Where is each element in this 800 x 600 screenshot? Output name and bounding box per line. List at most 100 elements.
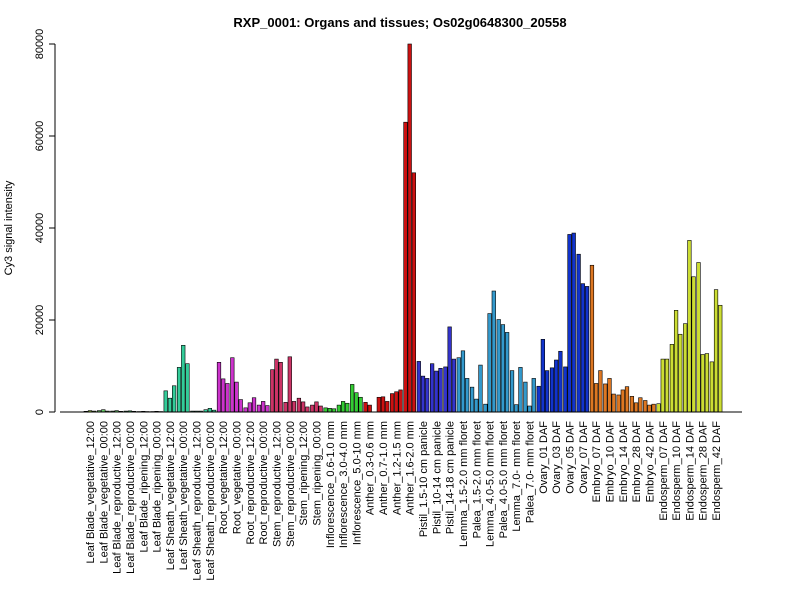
x-tick-label: Leaf Blade_vegetative_00:00 — [98, 421, 110, 564]
bar — [713, 289, 719, 413]
bar — [451, 358, 456, 413]
bar — [544, 370, 550, 413]
bar — [301, 401, 306, 413]
x-tick-label: Leaf Blade_reproductive_00:00 — [125, 421, 137, 574]
bar — [225, 383, 230, 413]
bar — [181, 344, 186, 413]
bar — [683, 323, 688, 413]
x-tick-label: Pistil_1.5-10 cm panicle — [418, 421, 430, 537]
x-tick-label: Anther_1.2-1.5 mm — [391, 421, 403, 515]
bar — [514, 404, 519, 413]
bar — [407, 43, 412, 413]
bar — [603, 383, 608, 413]
bar — [643, 400, 648, 413]
y-tick-label: 60000 — [34, 121, 46, 152]
x-tick-label: Ovary_03 DAF — [551, 421, 563, 494]
bar — [416, 361, 421, 413]
bar — [278, 362, 283, 413]
x-tick-label: Pistil_10-14 cm panicle — [431, 421, 443, 534]
bar — [709, 361, 714, 413]
bar — [571, 232, 576, 413]
x-tick-label: Stem_reproductive_12:00 — [271, 421, 283, 547]
x-tick-label: Leaf Sheath_vegetative_12:00 — [165, 421, 177, 570]
bar — [283, 402, 288, 413]
bar — [491, 290, 496, 413]
bar — [567, 234, 572, 413]
bar — [270, 369, 275, 413]
bar — [487, 313, 492, 413]
x-tick-label: Embryo_28 DAF — [631, 421, 643, 503]
bar — [167, 397, 173, 413]
bar — [327, 408, 332, 413]
bar — [576, 253, 581, 413]
bar — [673, 310, 679, 413]
bar — [390, 393, 395, 413]
x-tick-label: Embryo_14 DAF — [618, 421, 630, 503]
bar — [296, 397, 302, 413]
x-tick-label: Leaf Sheath_reproductive_12:00 — [192, 421, 204, 581]
bar — [434, 370, 439, 413]
bar — [447, 326, 452, 413]
bar — [310, 404, 315, 413]
bar — [634, 402, 639, 413]
x-tick-label: Leaf Sheath_reproductive_00:00 — [205, 421, 217, 581]
bar — [456, 357, 461, 413]
x-tick-label: Leaf Blade_ripening_12:00 — [138, 421, 150, 553]
x-tick-label: Endosperm_28 DAF — [698, 421, 710, 521]
x-tick-label: Leaf Blade_vegetative_12:00 — [85, 421, 97, 564]
bar — [563, 366, 568, 413]
bar — [207, 408, 212, 413]
bar — [420, 375, 426, 413]
bar — [358, 396, 363, 413]
bar — [518, 367, 523, 413]
bar — [265, 405, 270, 413]
bar — [185, 363, 190, 413]
bar — [256, 404, 262, 413]
bar — [629, 396, 635, 413]
bar — [656, 403, 661, 413]
bar — [509, 370, 515, 413]
bar — [469, 386, 475, 413]
bar — [438, 367, 443, 413]
bar — [291, 401, 297, 413]
bar — [305, 406, 310, 413]
x-tick-label: Lemma_4.0-5.0 mm floret — [485, 421, 497, 547]
x-tick-label: Inflorescence_5.0-10 mm — [351, 421, 363, 545]
x-tick-label: Root_reproductive_12:00 — [245, 421, 257, 545]
bar — [594, 383, 599, 413]
bar — [607, 378, 612, 413]
bar — [691, 276, 696, 413]
bar — [718, 304, 723, 413]
x-tick-label: Root_reproductive_00:00 — [258, 421, 270, 545]
bar — [664, 358, 670, 413]
y-axis-label: Cy3 signal intensity — [3, 180, 15, 275]
bar — [314, 401, 319, 413]
bar — [163, 390, 168, 413]
x-tick-label: Endosperm_14 DAF — [684, 421, 696, 521]
bar — [696, 262, 701, 413]
bar — [540, 339, 545, 413]
bar — [385, 401, 390, 413]
y-axis: 0 20000 40000 60000 80000 — [34, 29, 56, 415]
bar — [350, 384, 355, 413]
bar — [430, 363, 435, 413]
y-tick-label: 80000 — [34, 29, 46, 60]
bar — [611, 393, 616, 413]
x-tick-label: Stem_ripening_00:00 — [311, 421, 323, 526]
bar — [261, 401, 266, 413]
bar — [460, 350, 466, 413]
bar — [700, 354, 705, 413]
x-tick-label: Stem_reproductive_00:00 — [285, 421, 297, 547]
x-tick-label: Ovary_01 DAF — [538, 421, 550, 494]
bar — [558, 350, 563, 413]
x-tick-label: Anther_0.7-1.0 mm — [378, 421, 390, 515]
x-tick-label: Endosperm_42 DAF — [711, 421, 723, 521]
bar — [411, 172, 416, 413]
bar — [398, 389, 403, 413]
bar — [483, 403, 488, 413]
y-tick-label: 40000 — [34, 213, 46, 244]
bar — [638, 397, 643, 413]
x-tick-label: Ovary_07 DAF — [578, 421, 590, 494]
bar — [651, 403, 656, 413]
